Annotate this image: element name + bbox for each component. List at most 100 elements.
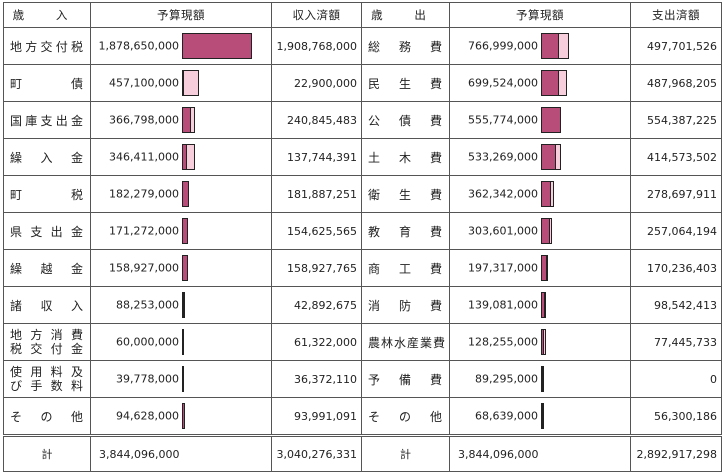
expenditure-actual: 487,968,205 [630,64,722,102]
revenue-item-label: 県支出金 [3,212,91,250]
revenue-budget-bar [182,33,252,59]
expenditure-item-label-line: 総務費 [368,39,443,54]
revenue-item-label-line: 町債 [10,76,84,91]
revenue-item-label-line: 県支出金 [10,224,84,239]
total-row: 計 3,844,096,000 3,040,276,331 計 3,844,096,00… [3,434,722,472]
expenditure-item-label-line: 衛生費 [368,187,443,202]
expenditure-budget-cell: 89,295,000 [449,360,631,398]
revenue-budget-value: 366,798,000 [109,113,179,127]
expenditure-total-budget: 3,844,096,000 [449,434,631,472]
expenditure-budget-bar [541,144,561,170]
table-row: その他 94,628,000 93,991,091 その他 68,639,000 56,3… [3,397,722,436]
expenditure-item-label: 教育費 [361,212,450,250]
revenue-budget-value: 60,000,000 [116,335,179,349]
revenue-item-label-line: 国庫支出金 [10,113,84,128]
revenue-budget-value: 88,253,000 [116,298,179,312]
expenditure-item-label: 総務費 [361,27,450,65]
header-expenditure-actual: 支出済額 [630,2,722,28]
revenue-budget-value: 94,628,000 [116,409,179,423]
revenue-budget-actual-bar [182,255,188,281]
expenditure-budget-actual-bar [541,33,559,59]
expenditure-budget-actual-bar [541,218,550,244]
expenditure-item-label: その他 [361,397,450,436]
revenue-budget-value: 457,100,000 [109,76,179,90]
expenditure-item-label: 商工費 [361,249,450,287]
revenue-item-label: 国庫支出金 [3,101,91,139]
revenue-budget-actual-bar [182,33,252,59]
expenditure-budget-bar [541,255,548,281]
revenue-budget-cell: 346,411,000 [90,138,272,176]
expenditure-budget-cell: 699,524,000 [449,64,631,102]
revenue-budget-value: 171,272,000 [109,224,179,238]
table-row: 国庫支出金 366,798,000 240,845,483 公債費 555,774,00… [3,101,722,139]
expenditure-budget-bar [541,218,552,244]
revenue-actual: 240,845,483 [271,101,362,139]
expenditure-item-label-line: 民生費 [368,76,443,91]
revenue-budget-cell: 1,878,650,000 [90,27,272,65]
revenue-item-label-line: 使用料及 [10,365,84,379]
expenditure-actual: 414,573,502 [630,138,722,176]
revenue-budget-actual-bar [182,366,184,392]
expenditure-budget-actual-bar [541,329,544,355]
revenue-actual: 93,991,091 [271,397,362,436]
expenditure-actual: 0 [630,360,722,398]
expenditure-item-label-line: 教育費 [368,224,443,239]
expenditure-budget-value: 533,269,000 [468,150,538,164]
table-row: 繰入金 346,411,000 137,744,391 土木費 533,269,000 4… [3,138,722,176]
revenue-budget-bar [182,181,189,207]
revenue-budget-cell: 158,927,000 [90,249,272,287]
revenue-item-label: 繰入金 [3,138,91,176]
expenditure-budget-bar [541,292,546,318]
revenue-item-label: 地方交付税 [3,27,91,65]
expenditure-budget-bar [541,107,561,133]
expenditure-budget-cell: 533,269,000 [449,138,631,176]
revenue-budget-actual-bar [182,107,191,133]
revenue-item-label-line: 諸収入 [10,298,84,313]
revenue-item-label: 繰越金 [3,249,91,287]
revenue-budget-bar [182,255,188,281]
expenditure-budget-bar [541,181,554,207]
expenditure-budget-actual-bar [541,70,559,96]
expenditure-actual: 257,064,194 [630,212,722,250]
expenditure-item-label-line: 公債費 [368,113,443,128]
revenue-budget-cell: 366,798,000 [90,101,272,139]
expenditure-item-label-line: 農林水産業費 [368,335,447,350]
revenue-actual: 158,927,765 [271,249,362,287]
expenditure-item-label: 予備費 [361,360,450,398]
table-row: 県支出金 171,272,000 154,625,565 教育費 303,601,000… [3,212,722,250]
revenue-item-label-line: 繰越金 [10,261,84,276]
revenue-budget-cell: 182,279,000 [90,175,272,213]
expenditure-actual: 278,697,911 [630,175,722,213]
revenue-budget-actual-bar [182,181,189,207]
revenue-budget-bar [182,292,185,318]
expenditure-budget-value: 699,524,000 [468,76,538,90]
revenue-item-label: 町税 [3,175,91,213]
revenue-actual: 137,744,391 [271,138,362,176]
revenue-actual: 61,322,000 [271,323,362,361]
revenue-total-label: 計 [3,434,91,472]
header-revenue-item: 歳 入 [3,2,91,28]
expenditure-budget-cell: 766,999,000 [449,27,631,65]
revenue-budget-actual-bar [182,403,185,429]
revenue-budget-cell: 39,778,000 [90,360,272,398]
revenue-item-label: 地方消費 税交付金 [3,323,91,361]
expenditure-budget-cell: 128,255,000 [449,323,631,361]
header-expenditure-item: 歳 出 [361,2,450,28]
expenditure-item-label-line: 商工費 [368,261,443,276]
expenditure-item-label: 衛生費 [361,175,450,213]
expenditure-actual: 77,445,733 [630,323,722,361]
expenditure-budget-actual-bar [541,144,556,170]
revenue-budget-value: 158,927,000 [109,261,179,275]
expenditure-budget-actual-bar [541,107,561,133]
expenditure-budget-bar [541,33,569,59]
header-expenditure-budget: 予算現額 [449,2,631,28]
revenue-budget-bar [182,218,188,244]
expenditure-item-label: 土木費 [361,138,450,176]
revenue-actual: 181,887,251 [271,175,362,213]
expenditure-budget-value: 89,295,000 [475,372,538,386]
revenue-budget-value: 182,279,000 [109,187,179,201]
revenue-budget-bar [182,366,184,392]
expenditure-item-label: 公債費 [361,101,450,139]
revenue-actual: 154,625,565 [271,212,362,250]
revenue-budget-cell: 171,272,000 [90,212,272,250]
